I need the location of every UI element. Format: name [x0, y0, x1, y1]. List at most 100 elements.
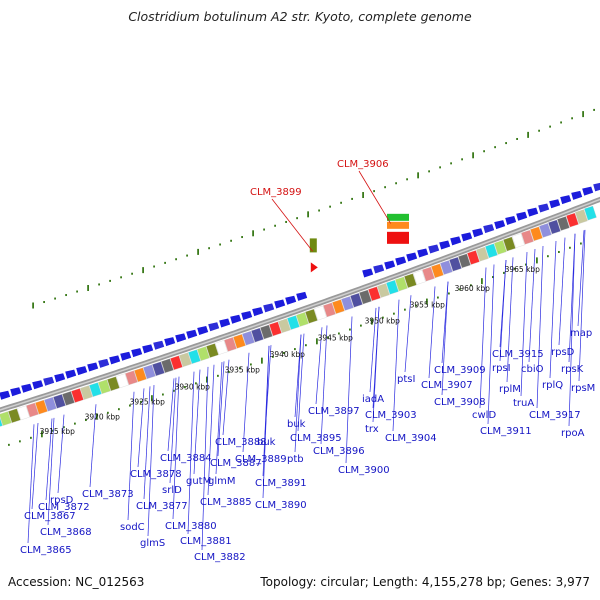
gene-leader	[262, 345, 270, 477]
gene-block	[548, 219, 561, 235]
gene-label: CLM_3895	[290, 433, 342, 444]
outer-tick-dot	[318, 209, 320, 212]
gene-arrow	[384, 260, 396, 270]
outer-tick-dot	[527, 131, 529, 138]
gene-leader	[320, 325, 328, 445]
gene-block	[422, 266, 435, 282]
inner-tick-dot	[393, 312, 395, 315]
gene-block	[35, 399, 48, 415]
inner-tick-dot	[481, 278, 483, 285]
gene-block	[215, 340, 228, 355]
gene-label: CLM_3873	[82, 489, 134, 500]
gene-label: rpsK	[561, 364, 584, 375]
outer-tick-dot	[65, 294, 67, 297]
gene-block	[287, 315, 300, 330]
gene-block	[269, 321, 282, 337]
kbp-tick-label: 3915 kbp	[40, 427, 76, 436]
inner-tick-dot	[206, 376, 208, 383]
gene-block	[251, 327, 264, 343]
gene-block	[404, 273, 417, 288]
gene-block	[206, 343, 219, 358]
gene-leader	[568, 233, 576, 427]
outer-tick-dot	[340, 201, 342, 204]
gene-label: CLM_3911	[480, 426, 532, 437]
inner-tick-dot	[52, 429, 54, 432]
inner-tick-dot	[580, 242, 582, 245]
gene-arrow	[76, 366, 88, 376]
gene-arrow	[527, 207, 539, 217]
gene-label: CLM_3889	[235, 454, 287, 465]
gene-arrow	[549, 199, 561, 209]
inner-tick-dot	[74, 422, 76, 425]
gene-leader	[441, 281, 449, 364]
outer-tick-dot	[153, 265, 155, 268]
gene-arrow	[538, 203, 550, 213]
gene-arrow	[263, 303, 275, 313]
gene-arrow	[219, 318, 231, 328]
gene-block	[89, 382, 102, 397]
outer-tick-dot	[384, 186, 386, 189]
gene-leader	[242, 352, 250, 453]
outer-tick-dot	[164, 261, 166, 264]
inner-tick-dot	[96, 413, 98, 420]
kbp-tick-label: 3930 kbp	[175, 383, 211, 392]
gene-block	[62, 391, 75, 406]
outer-tick-dot	[274, 224, 276, 227]
gene-leader	[536, 245, 544, 409]
inner-tick-dot	[151, 395, 153, 402]
outer-tick-dot	[219, 243, 221, 246]
outer-tick-dot	[285, 220, 287, 223]
clm-3906-block-orange	[387, 221, 409, 229]
gene-label: CLM_3887	[210, 458, 262, 469]
outer-tick-dot	[538, 129, 540, 132]
gene-label: gutM	[186, 476, 211, 487]
outer-tick-dot	[175, 258, 177, 261]
inner-tick-dot	[437, 296, 439, 299]
gene-leader	[215, 362, 223, 475]
inner-tick-dot	[8, 443, 10, 446]
outer-tick-dot	[98, 283, 100, 286]
gene-label: CLM_3900	[338, 465, 390, 476]
outer-tick-dot	[142, 267, 144, 274]
gene-label: CLM_3917	[529, 410, 581, 421]
clm-3906-block-green	[387, 213, 409, 221]
clm-3899-feature	[310, 262, 318, 273]
gene-arrow	[252, 307, 264, 317]
outer-tick-dot	[593, 108, 595, 111]
gene-arrow	[164, 337, 176, 347]
gene-label: rpsD	[50, 495, 74, 506]
gene-block	[242, 330, 255, 346]
gene-block	[440, 260, 453, 275]
kbp-tick-label: 3935 kbp	[225, 366, 261, 375]
inner-tick-dot	[503, 271, 505, 274]
outer-tick-dot	[483, 150, 485, 153]
gene-arrow	[186, 329, 198, 339]
inner-tick-dot	[19, 440, 21, 443]
gene-block	[8, 408, 21, 423]
gene-block	[116, 373, 129, 389]
gene-leader	[506, 257, 514, 383]
kbp-tick-label: 3925 kbp	[130, 398, 166, 407]
gene-leader	[217, 361, 225, 457]
outer-tick-dot	[395, 182, 397, 185]
gene-leader	[27, 424, 35, 544]
outer-tick-dot	[120, 276, 122, 279]
gene-label: CLM_3896	[313, 446, 365, 457]
gene-label: CLM_3915	[492, 349, 544, 360]
inner-tick-dot	[470, 284, 472, 287]
gene-block	[386, 279, 399, 295]
kbp-tick-label: 3965 kbp	[505, 265, 541, 274]
outer-tick-dot	[87, 284, 89, 291]
gene-label: CLM_3878	[130, 469, 182, 480]
outer-tick-dot	[208, 247, 210, 250]
inner-tick-dot	[85, 419, 87, 422]
gene-label: CLM_3890	[255, 500, 307, 511]
gene-arrow	[0, 390, 11, 400]
gene-leader	[487, 264, 495, 425]
gene-block	[359, 289, 372, 305]
inner-tick-dot	[558, 250, 560, 253]
gene-arrow	[472, 228, 484, 238]
gene-label: CLM_3872	[38, 502, 90, 513]
kbp-tick-label: 3940 kbp	[270, 350, 306, 359]
